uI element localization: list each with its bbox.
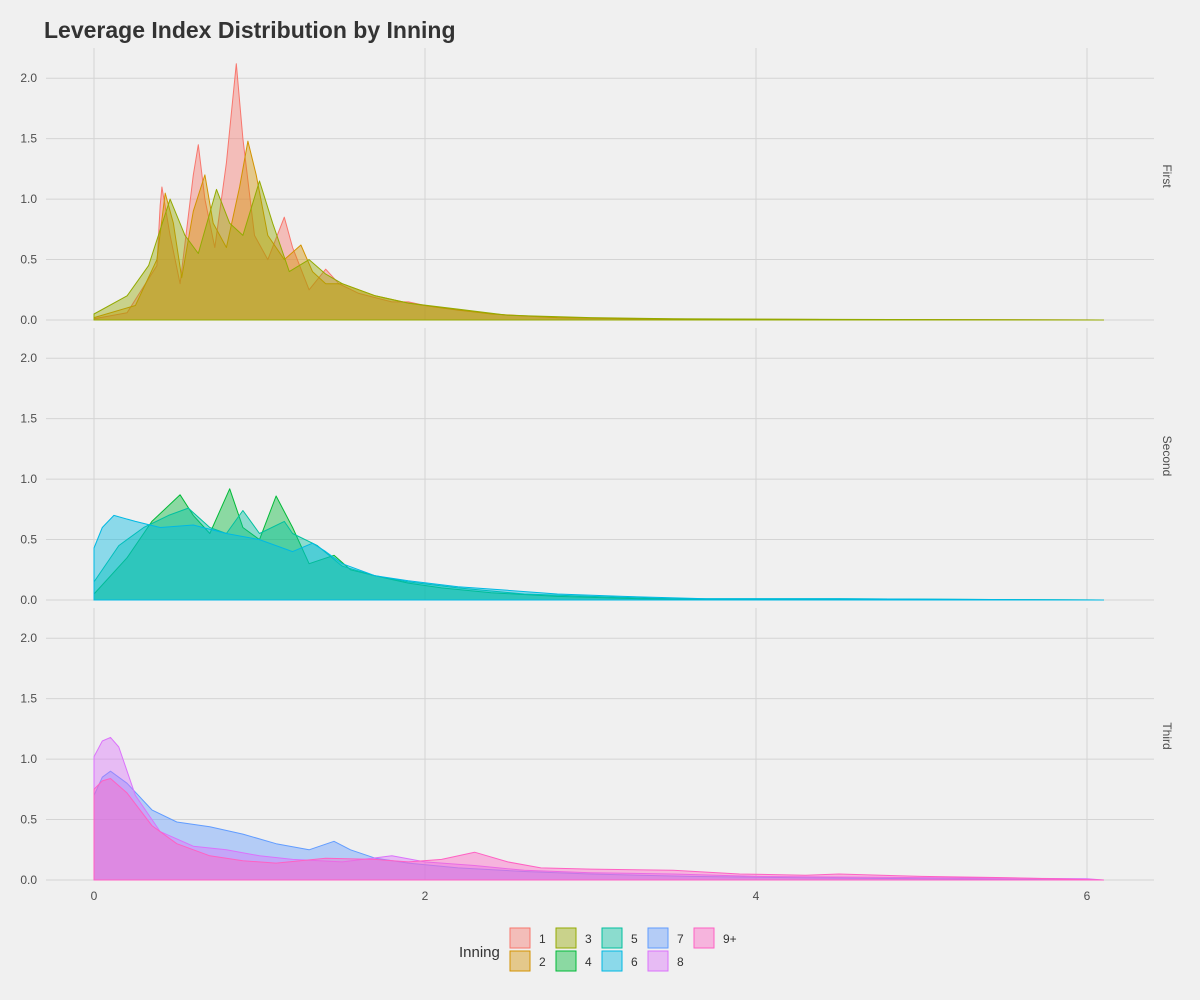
- density-area-inning-8: [93, 736, 1104, 881]
- legend-label: 3: [585, 932, 592, 946]
- y-tick-label: 1.5: [20, 132, 37, 146]
- legend-item-inning-8: 8: [647, 950, 684, 972]
- facet-strip-label: Second: [1160, 436, 1174, 477]
- density-area-inning-7: [93, 770, 1104, 881]
- legend-swatch: [555, 950, 577, 972]
- facet-strip-label: First: [1160, 164, 1174, 188]
- legend-label: 5: [631, 932, 638, 946]
- density-area-inning-6: [93, 514, 1104, 601]
- y-tick-label: 0.0: [20, 593, 37, 607]
- legend-item-inning-3: 3: [555, 927, 592, 949]
- density-area-inning-5: [93, 507, 1104, 601]
- legend-label: 7: [677, 932, 684, 946]
- y-tick-label: 0.0: [20, 313, 37, 327]
- legend-label: 4: [585, 955, 592, 969]
- density-area-inning-9+: [93, 778, 1104, 881]
- legend-swatch: [601, 927, 623, 949]
- legend-item-inning-4: 4: [555, 950, 592, 972]
- legend-swatch: [509, 950, 531, 972]
- legend-item-inning-6: 6: [601, 950, 638, 972]
- y-tick-label: 0.5: [20, 813, 37, 827]
- legend-swatch: [647, 927, 669, 949]
- x-tick-label: 6: [1084, 889, 1091, 903]
- legend-item-inning-7: 7: [647, 927, 684, 949]
- legend-label: 2: [539, 955, 546, 969]
- y-tick-label: 1.0: [20, 472, 37, 486]
- y-tick-label: 1.0: [20, 752, 37, 766]
- legend-item-inning-2: 2: [509, 950, 546, 972]
- facet-panels: 0.0 0.5 1.0 1.5 2.0 First 0.0 0.5 1.0 1.5 2.0 Secon…: [20, 48, 1174, 903]
- facet-panel-first: 0.0 0.5 1.0 1.5 2.0 First: [20, 48, 1174, 327]
- y-tick-label: 0.5: [20, 533, 37, 547]
- y-tick-label: 0.5: [20, 253, 37, 267]
- legend-swatch: [693, 927, 715, 949]
- legend-label: 1: [539, 932, 546, 946]
- y-tick-label: 2.0: [20, 631, 37, 645]
- legend-swatch: [647, 950, 669, 972]
- density-area-inning-4: [93, 488, 1104, 601]
- density-area-inning-3: [93, 180, 1104, 321]
- x-tick-label: 0: [91, 889, 98, 903]
- legend: Inning 1 2 3 4 5 6 7 8 9+: [459, 927, 737, 972]
- legend-item-inning-9+: 9+: [693, 927, 737, 949]
- facet-panel-third: 0.0 0.5 1.0 1.5 2.0 Third: [20, 608, 1174, 887]
- x-tick-label: 2: [422, 889, 429, 903]
- facet-strip-label: Third: [1160, 722, 1174, 749]
- x-tick-label: 4: [753, 889, 760, 903]
- legend-label: 6: [631, 955, 638, 969]
- y-tick-label: 0.0: [20, 873, 37, 887]
- y-tick-label: 2.0: [20, 351, 37, 365]
- legend-swatch: [601, 950, 623, 972]
- y-tick-label: 1.0: [20, 192, 37, 206]
- legend-label: 8: [677, 955, 684, 969]
- legend-item-inning-5: 5: [601, 927, 638, 949]
- y-tick-label: 1.5: [20, 412, 37, 426]
- legend-title: Inning: [459, 944, 500, 961]
- facet-panel-second: 0.0 0.5 1.0 1.5 2.0 Second: [20, 328, 1174, 607]
- y-tick-label: 2.0: [20, 71, 37, 85]
- legend-item-inning-1: 1: [509, 927, 546, 949]
- chart-title: Leverage Index Distribution by Inning: [44, 17, 456, 43]
- legend-label: 9+: [723, 932, 737, 946]
- y-tick-label: 1.5: [20, 692, 37, 706]
- legend-swatch: [555, 927, 577, 949]
- legend-swatch: [509, 927, 531, 949]
